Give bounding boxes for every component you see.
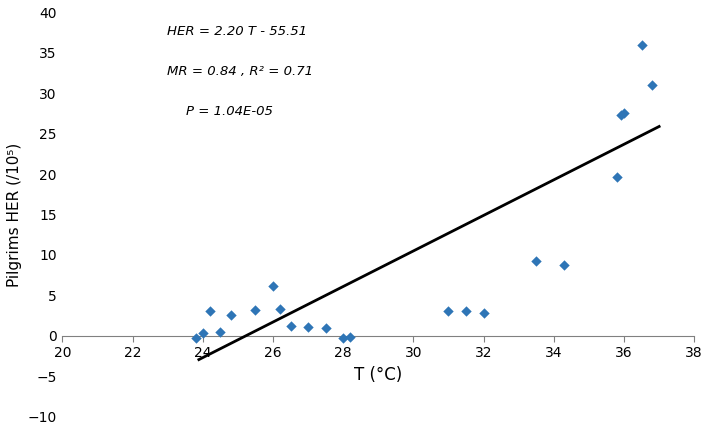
X-axis label: T (°C): T (°C) [354,366,403,384]
Text: MR = 0.84 , R² = 0.71: MR = 0.84 , R² = 0.71 [167,65,312,78]
Point [214,328,226,335]
Point [559,262,570,269]
Point [530,257,542,264]
Point [478,310,489,317]
Point [611,173,623,180]
Point [636,41,648,48]
Point [344,334,356,341]
Point [646,82,657,89]
Text: HER = 2.20 T - 55.51: HER = 2.20 T - 55.51 [167,25,307,38]
Point [250,306,261,313]
Text: P = 1.04E-05: P = 1.04E-05 [185,105,273,118]
Point [197,329,209,336]
Point [274,305,285,312]
Point [225,311,236,318]
Point [460,308,471,315]
Point [190,335,202,342]
Point [267,283,278,290]
Point [337,335,349,342]
Point [285,323,296,330]
Point [320,324,332,331]
Point [615,111,626,118]
Point [302,324,314,330]
Point [204,308,215,315]
Point [443,307,454,314]
Y-axis label: Pilgrims HER (/10⁵): Pilgrims HER (/10⁵) [7,143,22,286]
Point [618,110,630,117]
